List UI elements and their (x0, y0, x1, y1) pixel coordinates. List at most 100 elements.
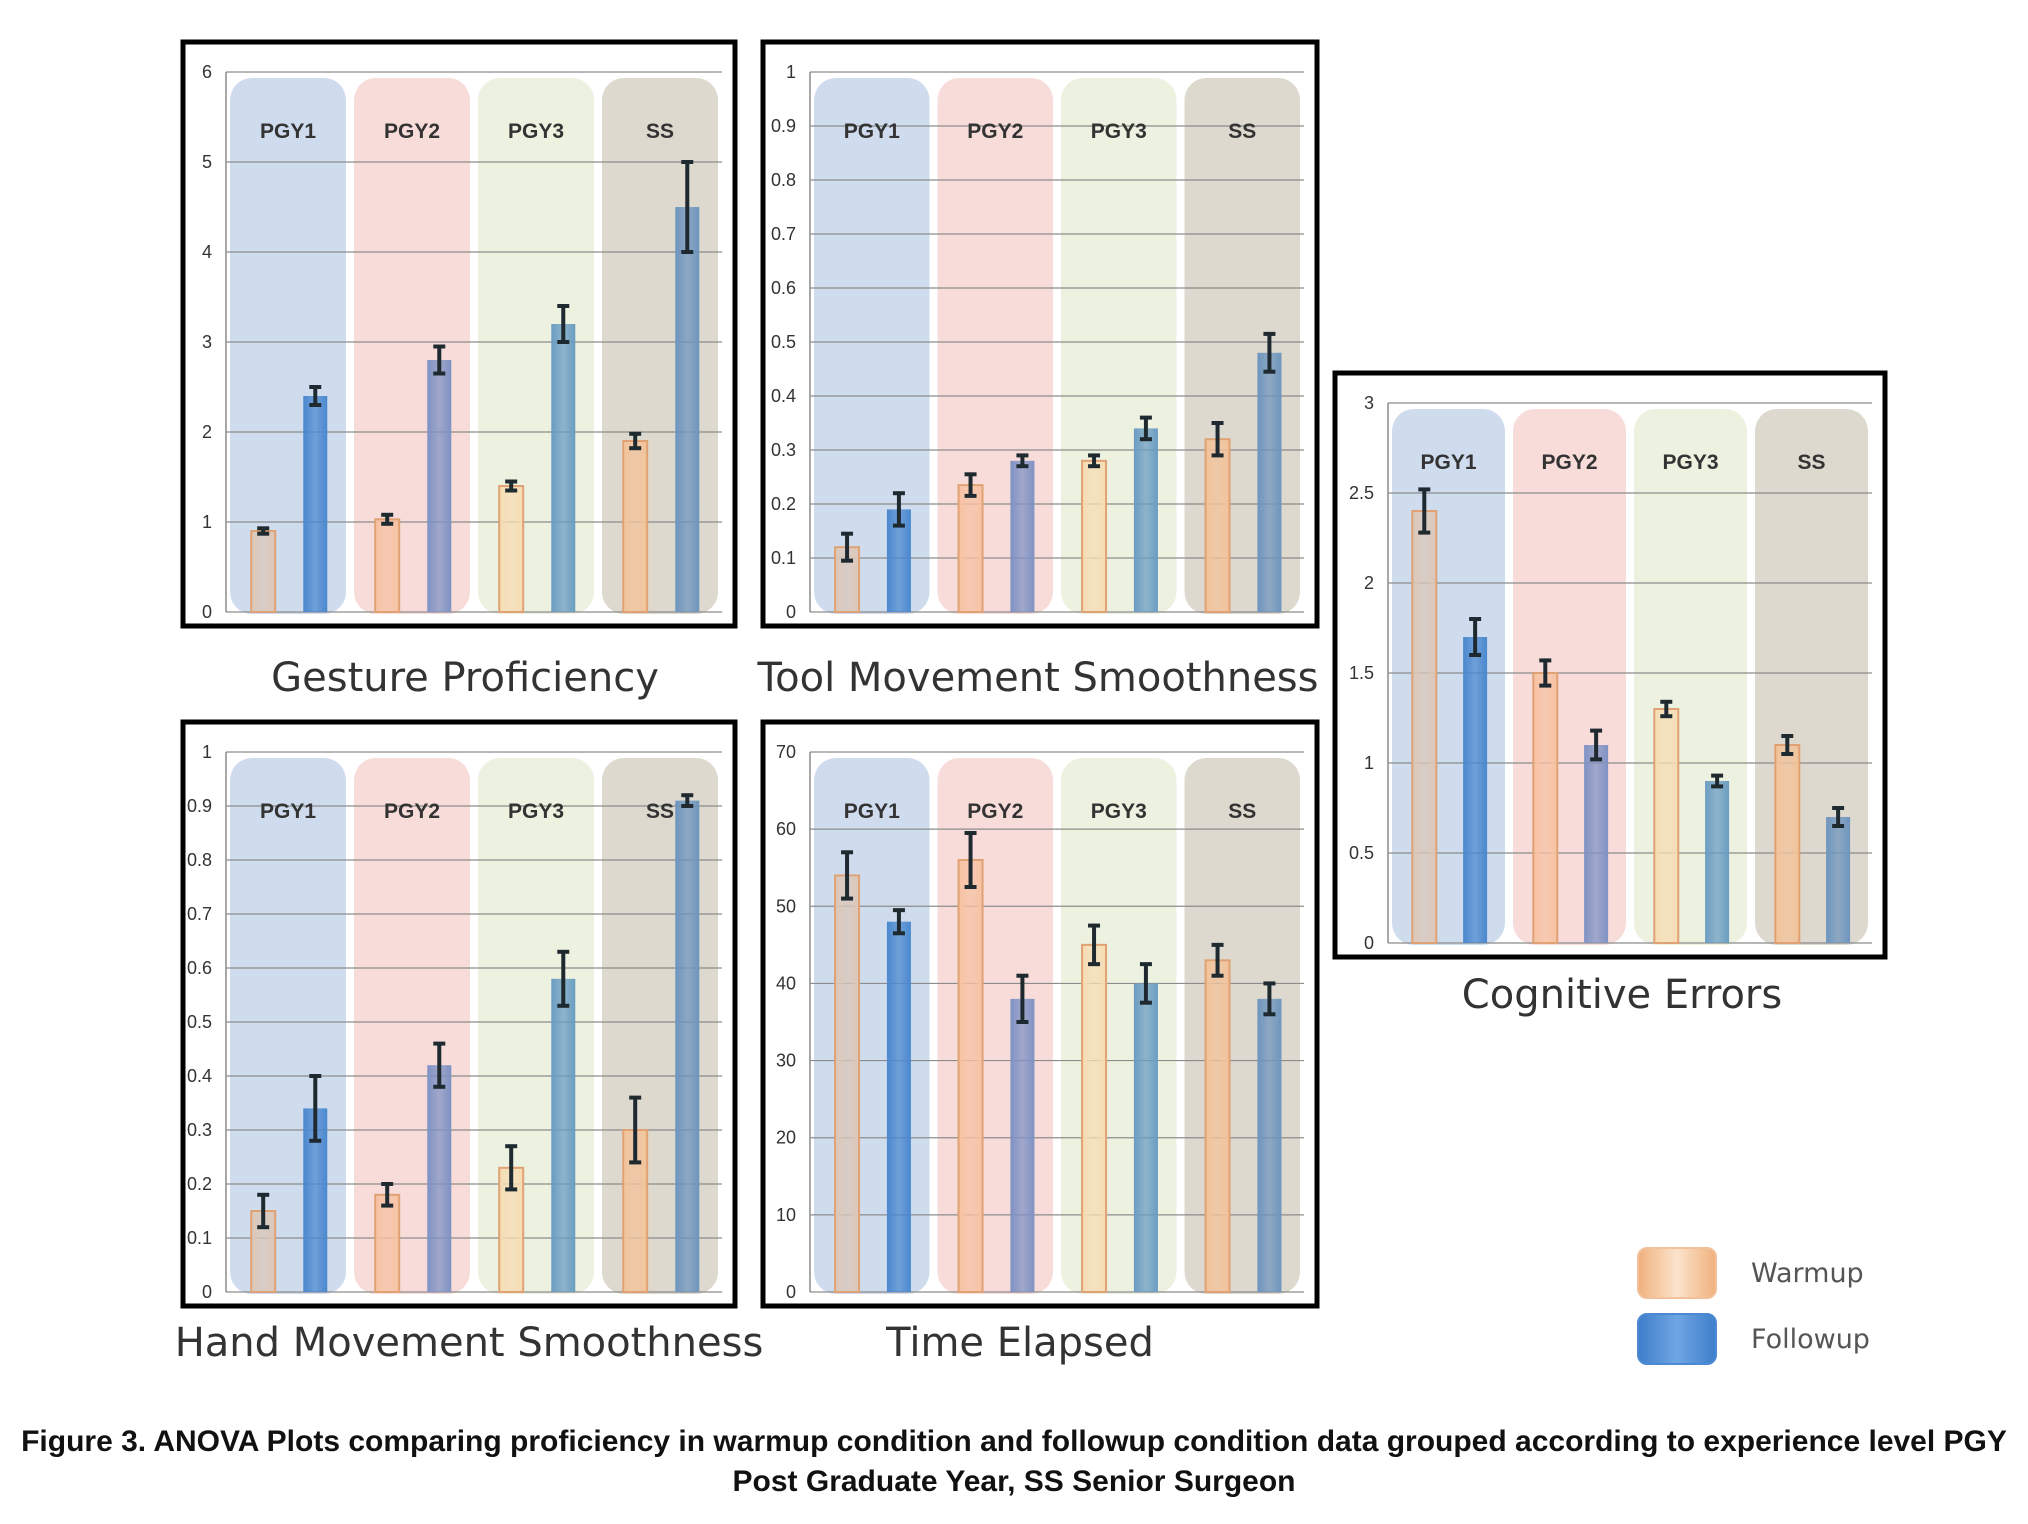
y-tick-label: 3 (202, 332, 212, 352)
bar-followup-ss (1826, 817, 1851, 943)
chart-title-hand-movement-smoothness: Hand Movement Smoothness (174, 1320, 764, 1366)
y-tick-label: 0.3 (771, 440, 796, 460)
error-bar-followup-pgy3 (1139, 962, 1152, 1005)
error-bar-followup-ss (681, 793, 694, 808)
y-tick-label: 30 (776, 1051, 796, 1071)
bar-warmup-ss (1204, 438, 1231, 614)
group-background-ss (602, 78, 718, 614)
y-tick-label: 0 (786, 1282, 796, 1302)
group-background-pgy2 (937, 78, 1053, 614)
bar-followup-pgy2 (1010, 998, 1035, 1292)
bar-warmup-pgy1 (1411, 510, 1438, 944)
error-bar-followup-pgy1 (309, 385, 322, 407)
y-tick-label: 1 (786, 62, 796, 82)
y-tick-label: 0.7 (771, 224, 796, 244)
group-label-pgy3: PGY3 (1091, 120, 1147, 143)
bar-warmup-pgy3 (1081, 459, 1108, 613)
group-label-pgy3: PGY3 (508, 120, 564, 143)
bar-warmup-pgy2 (374, 1193, 401, 1294)
group-background-pgy3 (1061, 78, 1177, 614)
error-bar-followup-pgy1 (309, 1074, 322, 1143)
group-background-pgy3 (1634, 409, 1747, 945)
bar-warmup-pgy1 (834, 874, 861, 1294)
figure-caption-line-2: Post Graduate Year, SS Senior Surgeon (732, 1465, 1296, 1498)
y-tick-label: 0.8 (187, 850, 212, 870)
y-tick-label: 20 (776, 1128, 796, 1148)
group-label-ss: SS (646, 800, 674, 823)
error-bar-warmup-pgy2 (964, 831, 977, 889)
group-background-pgy2 (354, 758, 470, 1294)
group-label-pgy2: PGY2 (967, 120, 1023, 143)
y-tick-label: 1 (1364, 753, 1374, 773)
group-label-pgy1: PGY1 (844, 120, 900, 143)
error-bar-followup-pgy2 (1016, 453, 1029, 469)
y-tick-label: 0.4 (187, 1066, 212, 1086)
y-tick-label: 0 (202, 1282, 212, 1302)
group-label-ss: SS (1797, 451, 1825, 474)
y-tick-label: 4 (202, 242, 212, 262)
y-tick-label: 2.5 (1349, 483, 1374, 503)
group-background-ss (1184, 758, 1300, 1294)
y-tick-label: 0.8 (771, 170, 796, 190)
error-bar-warmup-pgy1 (841, 850, 854, 901)
bar-warmup-pgy3 (1081, 943, 1108, 1293)
bar-followup-pgy1 (1463, 637, 1488, 943)
y-tick-label: 1.5 (1349, 663, 1374, 683)
bar-followup-pgy3 (551, 324, 576, 612)
y-tick-label: 0.9 (187, 796, 212, 816)
y-tick-label: 0.7 (187, 904, 212, 924)
group-background-pgy2 (1513, 409, 1626, 945)
error-bar-followup-pgy3 (1711, 773, 1724, 789)
error-bar-warmup-pgy1 (841, 531, 854, 563)
bar-followup-pgy2 (1584, 745, 1609, 943)
group-background-pgy1 (230, 78, 346, 614)
group-label-pgy3: PGY3 (1091, 800, 1147, 823)
error-bar-followup-pgy2 (433, 1041, 446, 1089)
group-label-pgy1: PGY1 (844, 800, 900, 823)
bar-warmup-pgy2 (374, 518, 401, 613)
bar-warmup-ss (1774, 744, 1801, 944)
y-tick-label: 6 (202, 62, 212, 82)
figure-caption: Figure 3. ANOVA Plots comparing proficie… (0, 1422, 2028, 1502)
y-tick-label: 0.1 (187, 1228, 212, 1248)
chart-title-gesture-proficiency: Gesture Proficiency (271, 655, 659, 701)
error-bar-warmup-pgy3 (1088, 923, 1101, 967)
group-background-ss (602, 758, 718, 1294)
error-bar-warmup-ss (1211, 421, 1224, 458)
error-bar-followup-pgy2 (1016, 973, 1029, 1024)
legend-label-warmup: Warmup (1751, 1257, 1864, 1289)
y-tick-label: 0.6 (771, 278, 796, 298)
y-tick-label: 70 (776, 742, 796, 762)
bar-followup-ss (1257, 352, 1282, 612)
y-tick-label: 0.3 (187, 1120, 212, 1140)
y-tick-label: 0.6 (187, 958, 212, 978)
group-label-pgy3: PGY3 (1662, 451, 1718, 474)
group-background-pgy1 (814, 758, 930, 1294)
group-background-pgy3 (478, 758, 594, 1294)
error-bar-warmup-pgy3 (1660, 699, 1673, 719)
error-bar-warmup-pgy1 (257, 1192, 270, 1230)
error-bar-followup-ss (1263, 981, 1276, 1017)
legend-swatch-warmup (1637, 1247, 1717, 1299)
error-bar-followup-pgy1 (892, 908, 905, 936)
bar-followup-ss (675, 800, 700, 1292)
bar-followup-pgy3 (1133, 428, 1158, 612)
bar-followup-pgy1 (886, 921, 911, 1292)
group-background-pgy1 (1392, 409, 1505, 945)
bar-followup-ss (1257, 998, 1282, 1292)
error-bar-warmup-pgy1 (257, 526, 270, 536)
error-bar-warmup-ss (629, 431, 642, 451)
group-label-ss: SS (646, 120, 674, 143)
bar-followup-pgy3 (551, 978, 576, 1292)
group-background-pgy3 (1061, 758, 1177, 1294)
y-tick-label: 1 (202, 742, 212, 762)
bar-warmup-pgy1 (250, 530, 277, 613)
y-tick-label: 60 (776, 819, 796, 839)
chart-time-elapsed: 0 10 20 30 40 50 60 70 PGY1 PGY2 PGY3 SS (760, 719, 1320, 1309)
group-background-pgy2 (354, 78, 470, 614)
bar-followup-pgy2 (427, 1065, 452, 1292)
error-bar-followup-pgy1 (892, 491, 905, 528)
y-tick-label: 0.2 (187, 1174, 212, 1194)
y-tick-label: 50 (776, 896, 796, 916)
group-label-ss: SS (1228, 120, 1256, 143)
